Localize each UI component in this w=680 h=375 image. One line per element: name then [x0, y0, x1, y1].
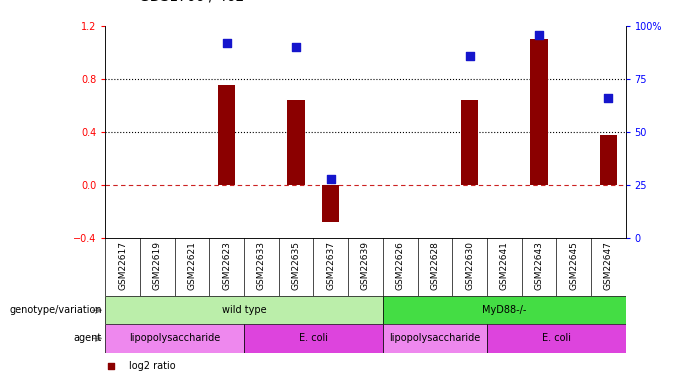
- Text: GSM22621: GSM22621: [188, 241, 197, 290]
- Text: MyD88-/-: MyD88-/-: [482, 305, 526, 315]
- Point: [291, 45, 302, 51]
- Bar: [461, 100, 478, 185]
- Text: genotype/variation: genotype/variation: [10, 305, 102, 315]
- Text: GSM22628: GSM22628: [430, 241, 439, 290]
- Point: [464, 53, 475, 59]
- Bar: [105, 296, 383, 324]
- Text: GSM22630: GSM22630: [465, 241, 474, 290]
- Bar: [322, 185, 339, 222]
- Text: GSM22617: GSM22617: [118, 241, 127, 290]
- Bar: [244, 324, 383, 352]
- Text: GSM22645: GSM22645: [569, 241, 578, 290]
- Text: wild type: wild type: [222, 305, 267, 315]
- Text: GSM22633: GSM22633: [257, 241, 266, 290]
- Text: GSM22647: GSM22647: [604, 241, 613, 290]
- Point: [533, 32, 544, 38]
- Point: [222, 40, 233, 46]
- Bar: [600, 135, 617, 185]
- Point: [105, 363, 116, 369]
- Text: agent: agent: [73, 333, 102, 344]
- Bar: [218, 84, 235, 185]
- Bar: [530, 39, 547, 185]
- Text: GSM22626: GSM22626: [396, 241, 405, 290]
- Bar: [288, 100, 305, 185]
- Text: log2 ratio: log2 ratio: [129, 361, 175, 370]
- Text: GSM22623: GSM22623: [222, 241, 231, 290]
- Text: E. coli: E. coli: [542, 333, 571, 344]
- Bar: [487, 324, 626, 352]
- Bar: [105, 324, 244, 352]
- Text: GSM22639: GSM22639: [361, 241, 370, 290]
- Text: GSM22643: GSM22643: [534, 241, 543, 290]
- Text: lipopolysaccharide: lipopolysaccharide: [129, 333, 220, 344]
- Point: [602, 95, 613, 101]
- Bar: [383, 296, 626, 324]
- Text: GSM22635: GSM22635: [292, 241, 301, 290]
- Text: GSM22619: GSM22619: [153, 241, 162, 290]
- Text: GDS1706 / 462: GDS1706 / 462: [139, 0, 245, 4]
- Text: lipopolysaccharide: lipopolysaccharide: [389, 333, 481, 344]
- Text: GSM22637: GSM22637: [326, 241, 335, 290]
- Point: [325, 176, 336, 182]
- Text: E. coli: E. coli: [299, 333, 328, 344]
- Bar: [383, 324, 487, 352]
- Text: GSM22641: GSM22641: [500, 241, 509, 290]
